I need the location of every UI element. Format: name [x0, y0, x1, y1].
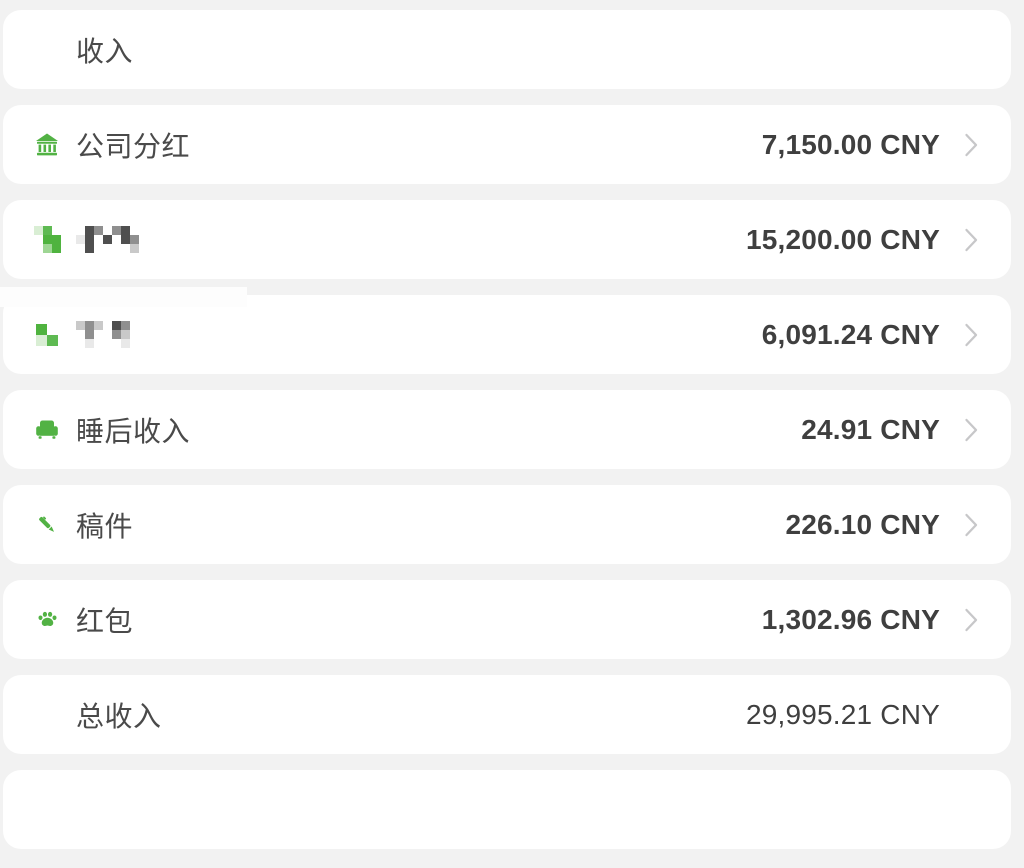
pixelated-icon-mosaic [33, 226, 61, 253]
redacted-label-mosaic [76, 226, 139, 253]
category-label: 公司分红 [76, 130, 191, 162]
total-income-row: 总收入 29,995.21 CNY [3, 675, 1011, 754]
amount-value: 24.91 CNY [801, 413, 940, 445]
income-row-red-packet[interactable]: 红包 1,302.96 CNY [3, 580, 1011, 659]
income-row-passive-income[interactable]: 睡后收入 24.91 CNY [3, 390, 1011, 469]
censor-artifact [0, 287, 247, 307]
paw-icon [33, 606, 61, 634]
bank-icon [33, 131, 61, 159]
income-header-card: 收入 [3, 10, 1011, 89]
pixelated-icon-mosaic [36, 323, 58, 346]
category-label: 睡后收入 [76, 415, 191, 447]
chevron-right-icon [957, 417, 985, 443]
redacted-icon [33, 321, 61, 349]
chevron-right-icon [957, 512, 985, 538]
redacted-label-mosaic [76, 321, 130, 348]
total-amount-value: 29,995.21 CNY [745, 698, 940, 730]
total-label: 总收入 [76, 700, 162, 732]
chevron-right-icon [957, 227, 985, 253]
amount-value: 226.10 CNY [785, 508, 940, 540]
category-label: 稿件 [76, 510, 134, 542]
chevron-right-icon [957, 132, 985, 158]
income-screen: { "theme": { "bg": "#f2f2f2", "card": "#… [0, 10, 1024, 868]
armchair-icon [33, 416, 61, 444]
chevron-right-icon [957, 607, 985, 633]
income-row-company-dividend[interactable]: 公司分红 7,150.00 CNY [3, 105, 1011, 184]
income-row-redacted-2[interactable]: 6,091.24 CNY [3, 295, 1011, 374]
chevron-right-icon [957, 322, 985, 348]
redacted-icon [33, 226, 61, 254]
amount-value: 6,091.24 CNY [761, 318, 940, 350]
income-row-redacted-1[interactable]: 15,200.00 CNY [3, 200, 1011, 279]
income-row-manuscript[interactable]: 稿件 226.10 CNY [3, 485, 1011, 564]
amount-value: 1,302.96 CNY [761, 603, 940, 635]
category-label: 红包 [76, 605, 134, 637]
empty-card [3, 770, 1011, 849]
amount-value: 15,200.00 CNY [745, 223, 940, 255]
section-title: 收入 [76, 35, 134, 67]
pen-icon [33, 511, 61, 539]
amount-value: 7,150.00 CNY [761, 128, 940, 160]
